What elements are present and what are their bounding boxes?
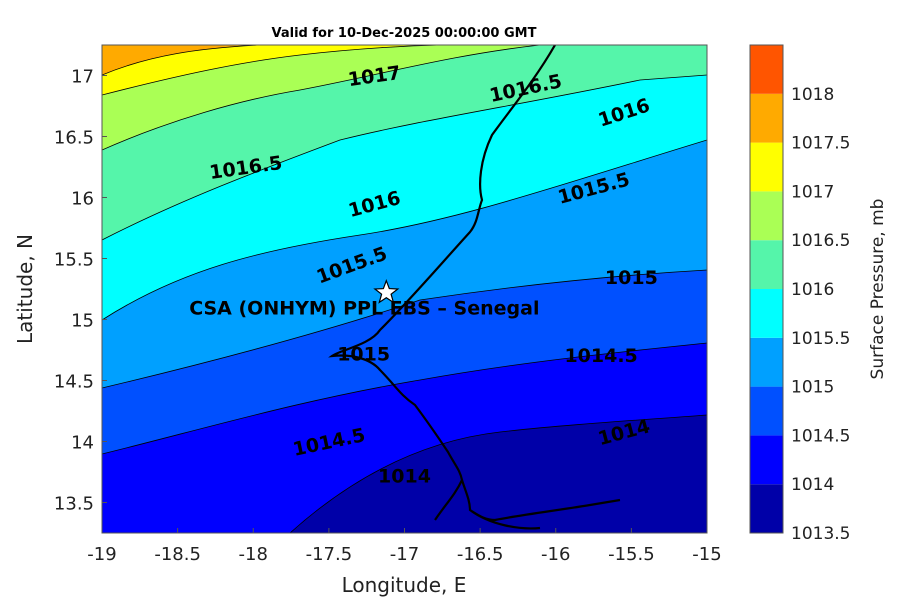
band-1015 [102,140,707,388]
contour-label: 1014.5 [564,345,637,367]
colorbar-swatch [750,93,783,143]
colorbar-swatch [750,289,783,338]
colorbar-tick-label: 1018 [791,85,834,105]
band-1014-d [102,343,707,533]
coastline-border [328,45,621,530]
colorbar-tick-label: 1014 [791,475,834,495]
map-title: Valid for 10-Dec-2025 00:00:00 GMT [272,26,537,41]
x-axis-ticks: -19 -18.5 -18 -17.5 -17 -16.5 -16 -15.5 -15 [87,528,722,565]
colorbar-swatch [750,386,783,436]
x-tick-label: -17.5 [306,544,353,565]
y-tick-label: 15 [71,311,94,332]
colorbar: 1013.5 1014 1014.5 1015 1015.5 1016 1016.5 1017… [749,44,850,544]
x-tick-label: -17 [390,544,419,565]
y-tick-label: 15.5 [54,250,94,271]
x-tick-label: -16 [541,544,570,565]
x-tick-label: -16.5 [457,544,504,565]
site-star-icon [373,278,400,304]
colorbar-swatch [750,45,783,94]
y-tick-label: 14.5 [54,372,94,393]
colorbar-swatch [750,484,783,533]
colorbar-tick-label: 1014.5 [791,426,850,446]
contour-label: 1015 [337,344,390,366]
contour-lines [102,45,707,533]
site-label: CSA (ONHYM) PPL EBS – Senegal [189,298,539,320]
colorbar-tick-label: 1017.5 [791,134,850,154]
x-tick-label: -15 [692,544,721,565]
y-axis-ticks: 13.5 14 14.5 15 15.5 16 16.5 17 [54,67,107,515]
site-marker: CSA (ONHYM) PPL EBS – Senegal [189,278,539,320]
y-tick-label: 14 [71,433,94,454]
x-tick-label: -19 [87,544,116,565]
colorbar-swatch [750,337,783,387]
colorbar-tick-label: 1015 [791,378,834,398]
band-1014-5 [102,270,707,454]
y-tick-label: 16.5 [54,128,94,149]
colorbar-frame [749,44,784,534]
band-1016 [102,45,707,240]
colorbar-swatch [750,191,783,241]
x-tick-label: -15.5 [608,544,655,565]
colorbar-tick-label: 1017 [791,182,834,202]
y-tick-label: 13.5 [54,494,94,515]
y-axis-label: Latitude, N [13,234,37,344]
colorbar-swatch [750,142,783,192]
colorbar-tick-label: 1016.5 [791,231,850,251]
colorbar-swatch [750,435,783,485]
colorbar-tick-label: 1015.5 [791,329,850,349]
colorbar-tick-label: 1013.5 [791,524,850,544]
x-tick-label: -18 [239,544,268,565]
colorbar-swatch [750,240,783,289]
band-1015-5 [102,75,707,320]
y-tick-label: 17 [71,67,94,88]
band-1017 [102,45,450,95]
contour-label: 1015 [605,267,658,289]
y-tick-label: 16 [71,189,94,210]
band-1017-5 [102,45,260,75]
colorbar-title: Surface Pressure, mb [868,199,888,380]
x-tick-label: -18.5 [154,544,201,565]
contour-label: 1014 [378,466,431,488]
x-axis-label: Longitude, E [342,573,467,597]
pressure-field [102,45,707,533]
colorbar-tick-label: 1016 [791,280,834,300]
band-1016-5 [102,45,540,150]
